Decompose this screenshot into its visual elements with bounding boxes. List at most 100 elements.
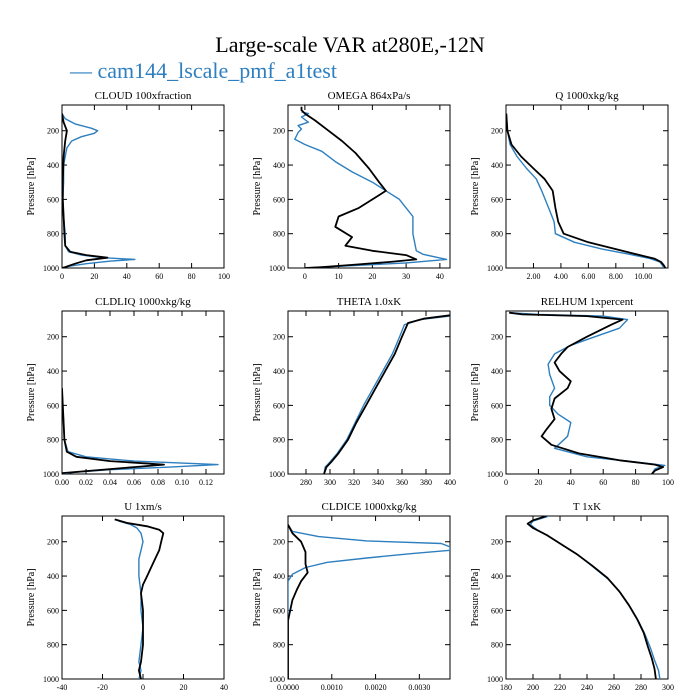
x-tick-label: 100 bbox=[218, 272, 230, 281]
y-tick-label: 200 bbox=[47, 333, 59, 342]
series-line-1 bbox=[288, 524, 309, 679]
x-tick-label: 320 bbox=[348, 478, 360, 487]
y-tick-label: 800 bbox=[491, 230, 503, 239]
series-line-0 bbox=[62, 113, 136, 268]
x-tick-label: 20 bbox=[534, 478, 542, 487]
x-tick-label: 40 bbox=[220, 683, 228, 692]
series-line-1 bbox=[62, 113, 109, 268]
y-axis-label: Pressure [hPa] bbox=[470, 157, 481, 215]
y-axis-label: Pressure [hPa] bbox=[252, 363, 263, 421]
y-tick-label: 1000 bbox=[269, 675, 285, 684]
y-tick-label: 1000 bbox=[269, 470, 285, 479]
chart-panel-7: CLDICE 1000xkg/kg Pressure [hPa] 200 400 600… bbox=[252, 501, 451, 692]
y-tick-label: 200 bbox=[47, 538, 59, 547]
x-tick-label: 20 bbox=[180, 683, 188, 692]
series-line-1 bbox=[114, 518, 165, 679]
legend: — cam144_lscale_pmf_a1test bbox=[70, 58, 337, 84]
y-tick-label: 400 bbox=[47, 367, 59, 376]
x-tick-label: 0.08 bbox=[151, 478, 165, 487]
x-tick-label: 2.00 bbox=[526, 272, 540, 281]
y-tick-label: 1000 bbox=[487, 675, 503, 684]
x-tick-label: 0 bbox=[141, 683, 145, 692]
x-tick-label: 280 bbox=[300, 478, 312, 487]
x-tick-label: 200 bbox=[527, 683, 539, 692]
panel-title: T 1xK bbox=[573, 501, 601, 513]
legend-line: — bbox=[70, 58, 92, 83]
series-line-1 bbox=[526, 516, 657, 679]
y-tick-label: 800 bbox=[273, 641, 285, 650]
plot-frame bbox=[287, 310, 451, 475]
x-tick-label: -20 bbox=[97, 683, 108, 692]
panel-title: OMEGA 864xPa/s bbox=[328, 90, 411, 102]
y-tick-label: 400 bbox=[47, 572, 59, 581]
y-tick-label: 600 bbox=[47, 401, 59, 410]
y-tick-label: 800 bbox=[273, 436, 285, 445]
y-tick-label: 800 bbox=[491, 641, 503, 650]
chart-panel-1: OMEGA 864xPa/s Pressure [hPa] 200 400 600 800… bbox=[252, 90, 451, 281]
x-tick-label: 10 bbox=[335, 272, 343, 281]
y-tick-label: 200 bbox=[273, 333, 285, 342]
x-tick-label: 40 bbox=[123, 272, 131, 281]
x-tick-label: -40 bbox=[57, 683, 68, 692]
y-tick-label: 800 bbox=[273, 230, 285, 239]
x-tick-label: 220 bbox=[554, 683, 566, 692]
y-tick-label: 200 bbox=[47, 127, 59, 136]
y-tick-label: 1000 bbox=[43, 470, 59, 479]
panel-title: THETA 1.0xK bbox=[337, 296, 402, 308]
y-tick-label: 200 bbox=[491, 538, 503, 547]
y-tick-label: 400 bbox=[273, 572, 285, 581]
y-axis-label: Pressure [hPa] bbox=[470, 568, 481, 626]
y-tick-label: 200 bbox=[491, 333, 503, 342]
plot-frame bbox=[505, 515, 669, 680]
x-tick-label: 360 bbox=[396, 478, 408, 487]
y-tick-label: 400 bbox=[491, 367, 503, 376]
y-tick-label: 600 bbox=[273, 195, 285, 204]
series-line-0 bbox=[323, 315, 450, 474]
chart-panel-3: CLDLIQ 1000xkg/kg Pressure [hPa] 200 400 600… bbox=[26, 296, 225, 487]
x-tick-label: 400 bbox=[444, 478, 456, 487]
x-tick-label: 6.00 bbox=[581, 272, 595, 281]
panel-title: RELHUM 1xpercent bbox=[541, 296, 634, 308]
x-tick-label: 0.10 bbox=[175, 478, 189, 487]
y-tick-label: 200 bbox=[273, 127, 285, 136]
x-tick-label: 0 bbox=[504, 478, 508, 487]
x-tick-label: 20 bbox=[368, 272, 376, 281]
x-tick-label: 4.00 bbox=[554, 272, 568, 281]
y-tick-label: 200 bbox=[491, 127, 503, 136]
chart-panel-4: THETA 1.0xK Pressure [hPa] 200 400 600 800 100… bbox=[252, 296, 456, 487]
y-tick-label: 600 bbox=[491, 606, 503, 615]
y-tick-label: 600 bbox=[491, 401, 503, 410]
series-line-1 bbox=[300, 106, 418, 268]
x-tick-label: 20 bbox=[90, 272, 98, 281]
y-axis-label: Pressure [hPa] bbox=[252, 157, 263, 215]
y-tick-label: 400 bbox=[273, 161, 285, 170]
series-line-1 bbox=[62, 388, 165, 474]
panel-title: Q 1000xkg/kg bbox=[555, 90, 619, 102]
series-line-0 bbox=[506, 113, 665, 268]
y-tick-label: 600 bbox=[273, 606, 285, 615]
series-line-0 bbox=[294, 111, 448, 268]
x-tick-label: 80 bbox=[188, 272, 196, 281]
y-tick-label: 800 bbox=[491, 436, 503, 445]
panel-title: U 1xm/s bbox=[124, 501, 162, 513]
x-tick-label: 0 bbox=[60, 272, 64, 281]
plot-frame bbox=[505, 310, 669, 475]
legend-label: cam144_lscale_pmf_a1test bbox=[97, 58, 337, 83]
series-line-0 bbox=[118, 520, 144, 679]
x-tick-label: 60 bbox=[599, 478, 607, 487]
y-tick-label: 600 bbox=[491, 195, 503, 204]
x-tick-label: 0.0010 bbox=[321, 683, 343, 692]
x-tick-label: 280 bbox=[635, 683, 647, 692]
x-tick-label: 300 bbox=[662, 683, 674, 692]
x-tick-label: 260 bbox=[608, 683, 620, 692]
x-tick-label: 180 bbox=[500, 683, 512, 692]
x-tick-label: 0.12 bbox=[199, 478, 213, 487]
figure-title: Large-scale VAR at280E,-12N bbox=[215, 32, 485, 57]
panel-title: CLOUD 100xfraction bbox=[95, 90, 192, 102]
x-tick-label: 8.00 bbox=[609, 272, 623, 281]
x-tick-label: 60 bbox=[155, 272, 163, 281]
